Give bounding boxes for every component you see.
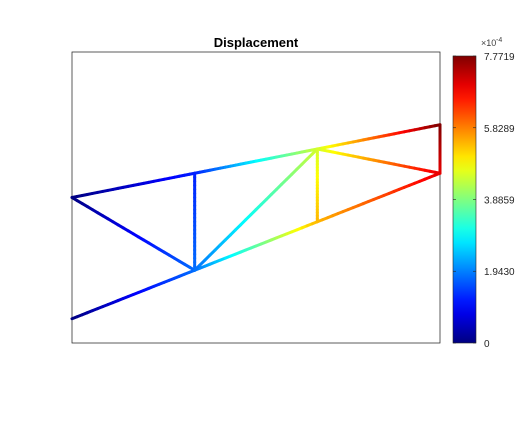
colorbar-tick-label: 3.8859 bbox=[484, 196, 515, 207]
colorbar-tick-label: 0 bbox=[484, 339, 490, 350]
colorbar-exponent: ×10 -4 bbox=[481, 37, 502, 48]
colorbar-ticks: 0 1.9430 3.8859 5.8289 7.7719 bbox=[453, 52, 515, 350]
truss-member bbox=[193, 220, 319, 272]
truss-member bbox=[315, 147, 442, 175]
colorbar-tick-label: 1.9430 bbox=[484, 267, 515, 278]
colorbar-tick-label: 7.7719 bbox=[484, 52, 515, 63]
colorbar-tick-label: 5.8289 bbox=[484, 124, 515, 135]
truss-member bbox=[193, 147, 319, 272]
plot-area bbox=[71, 51, 441, 344]
truss-member bbox=[70, 171, 197, 199]
truss-member bbox=[315, 123, 442, 151]
colorbar-exponent-power: -4 bbox=[496, 37, 502, 44]
truss-members bbox=[70, 123, 442, 321]
colorbar-exponent-base: ×10 bbox=[481, 38, 496, 48]
truss-member bbox=[70, 268, 197, 321]
chart-title: Displacement bbox=[214, 35, 299, 50]
colorbar bbox=[452, 55, 477, 344]
